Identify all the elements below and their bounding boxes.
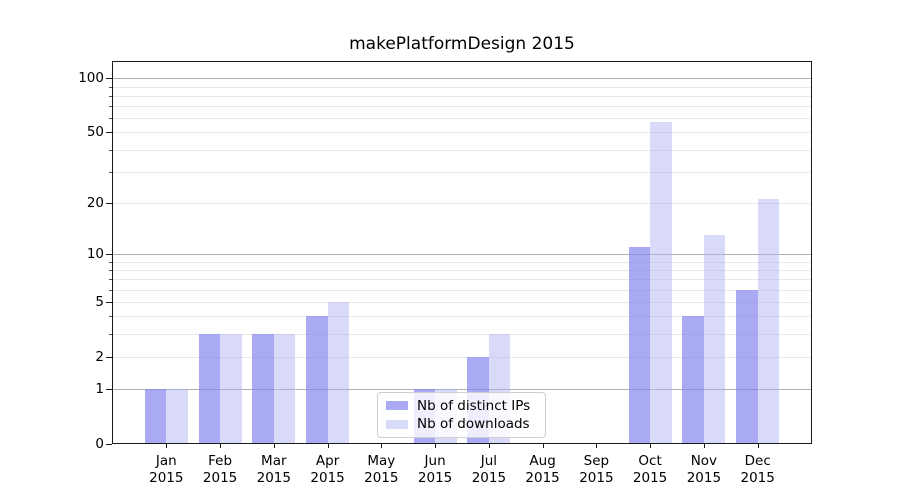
bar-jan-distinct-ips: [144, 389, 167, 444]
ytick-minor-30: [109, 171, 112, 173]
gridline-minor-50: [112, 132, 812, 134]
xtick-feb: [220, 444, 222, 448]
ytick-100: [106, 78, 112, 80]
bar-apr-distinct-ips: [306, 316, 328, 444]
bar-oct-downloads: [650, 122, 672, 444]
ytick-minor-7: [109, 279, 112, 281]
ytick-minor-6: [109, 289, 112, 291]
bar-feb-distinct-ips: [198, 334, 221, 444]
chart-title: makePlatformDesign 2015: [349, 34, 575, 54]
gridline-minor-2: [112, 356, 812, 358]
gridline-minor-6: [112, 289, 812, 291]
xtick-jul: [488, 444, 490, 448]
legend-item-distinct-ips: Nb of distinct IPs: [386, 398, 537, 414]
ytick-minor-40: [109, 149, 112, 151]
ytick-20: [106, 202, 112, 204]
ytick-minor-8: [109, 269, 112, 271]
ytick-minor-60: [109, 118, 112, 120]
ytick-minor-3: [109, 334, 112, 336]
ytick-minor-80: [109, 95, 112, 97]
xtick-label-mar: Mar 2015: [256, 453, 291, 486]
xtick-sep: [596, 444, 598, 448]
ytick-label-5: 5: [95, 294, 104, 310]
xtick-label-jan: Jan 2015: [149, 453, 184, 486]
xtick-label-jun: Jun 2015: [417, 453, 453, 486]
legend-label-downloads: Nb of downloads: [417, 416, 530, 433]
ytick-label-20: 20: [86, 194, 104, 211]
xtick-nov: [703, 444, 705, 448]
gridline-minor-5: [112, 302, 812, 303]
xtick-label-jul: Jul 2015: [471, 453, 507, 486]
xtick-label-nov: Nov 2015: [686, 453, 722, 486]
ytick-minor-4: [109, 316, 112, 318]
xtick-label-feb: Feb 2015: [202, 453, 238, 486]
ytick-minor-70: [109, 106, 112, 108]
xtick-label-oct: Oct 2015: [632, 453, 668, 486]
gridline-major-100: [112, 78, 812, 80]
bar-feb-downloads: [220, 334, 242, 444]
bar-nov-downloads: [703, 234, 726, 444]
bar-dec-downloads: [757, 199, 780, 444]
bar-mar-distinct-ips: [252, 334, 274, 444]
gridline-minor-8: [112, 269, 812, 271]
xtick-label-apr: Apr 2015: [310, 453, 345, 486]
ytick-label-10: 10: [86, 245, 104, 262]
ytick-5: [106, 302, 112, 303]
xtick-dec: [757, 444, 759, 448]
ytick-2: [106, 356, 112, 358]
ytick-0: [106, 444, 112, 445]
xtick-mar: [273, 444, 275, 448]
gridline-minor-20: [112, 202, 812, 204]
gridline-minor-70: [112, 106, 812, 108]
ytick-label-100: 100: [78, 70, 104, 87]
bar-jan-downloads: [166, 389, 188, 444]
xtick-label-sep: Sep 2015: [579, 453, 614, 486]
xtick-may: [381, 444, 383, 448]
legend-swatch-downloads: [386, 419, 408, 429]
gridline-minor-80: [112, 95, 812, 97]
gridline-minor-7: [112, 279, 812, 281]
gridline-minor-4: [112, 316, 812, 318]
ytick-label-2: 2: [95, 348, 104, 365]
gridline-minor-90: [112, 86, 812, 88]
gridline-major-1: [112, 389, 812, 391]
ytick-50: [106, 132, 112, 134]
gridline-minor-30: [112, 171, 812, 173]
xtick-jun: [435, 444, 437, 448]
xtick-aug: [542, 444, 544, 448]
bar-dec-distinct-ips: [736, 289, 758, 444]
xtick-label-may: May 2015: [364, 453, 399, 486]
xtick-oct: [650, 444, 652, 448]
bar-apr-downloads: [327, 302, 350, 444]
ytick-label-50: 50: [86, 124, 104, 141]
xtick-jan: [166, 444, 168, 448]
ytick-label-0: 0: [95, 436, 104, 452]
bar-mar-downloads: [273, 334, 296, 444]
bar-oct-distinct-ips: [628, 247, 651, 444]
ytick-minor-90: [109, 86, 112, 88]
bar-nov-distinct-ips: [682, 316, 704, 444]
gridline-minor-9: [112, 261, 812, 263]
plot-area: [112, 61, 812, 444]
gridline-minor-40: [112, 149, 812, 151]
ytick-minor-9: [109, 261, 112, 263]
legend-label-distinct-ips: Nb of distinct IPs: [417, 397, 531, 414]
ytick-1: [106, 389, 112, 391]
ytick-label-1: 1: [95, 381, 104, 398]
xtick-apr: [327, 444, 329, 448]
legend: Nb of distinct IPs Nb of downloads: [377, 392, 546, 438]
legend-swatch-distinct-ips: [386, 401, 408, 411]
ytick-10: [106, 253, 112, 255]
gridline-minor-3: [112, 334, 812, 336]
xtick-label-dec: Dec 2015: [740, 453, 775, 486]
xtick-label-aug: Aug 2015: [525, 453, 560, 486]
gridline-major-10: [112, 253, 812, 255]
gridline-minor-60: [112, 118, 812, 120]
legend-item-downloads: Nb of downloads: [386, 416, 537, 432]
